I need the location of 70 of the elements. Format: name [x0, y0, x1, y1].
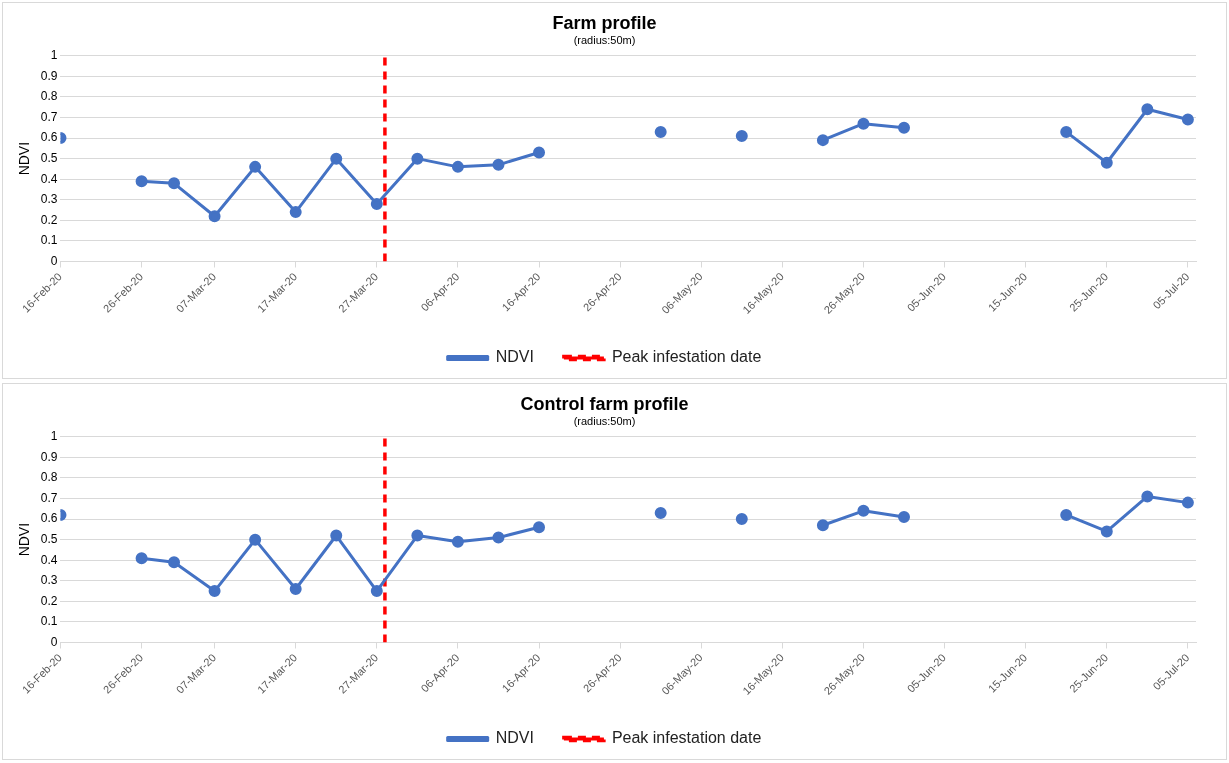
point [492, 158, 505, 171]
y-axis-title: NDVI [16, 522, 33, 557]
point [370, 197, 383, 210]
y-tick-label: 0.3 [40, 573, 58, 588]
point [451, 535, 464, 548]
y-tick-label: 0.2 [40, 212, 58, 227]
point [654, 506, 667, 519]
point [1181, 496, 1194, 509]
point [208, 210, 221, 223]
y-tick-label: 0.9 [40, 449, 58, 464]
point [816, 519, 829, 532]
point [654, 125, 667, 138]
legend-label: NDVI [495, 729, 534, 747]
point [249, 533, 262, 546]
y-tick-label: 0.5 [40, 150, 58, 165]
chart-subtitle: (radius:50m) [573, 34, 636, 47]
y-tick-label: 0.9 [40, 68, 58, 83]
point [168, 556, 181, 569]
point [857, 504, 870, 517]
y-tick-label: 0.8 [40, 470, 58, 485]
chart-subtitle: (radius:50m) [573, 415, 636, 428]
point [249, 160, 262, 173]
y-tick-label: 0.5 [40, 531, 58, 546]
y-tick-label: 0.6 [40, 511, 58, 526]
y-tick-label: 0.6 [40, 130, 58, 145]
y-tick-label: 1 [50, 48, 58, 63]
point [533, 146, 546, 159]
y-tick-label: 0 [50, 253, 58, 268]
point [330, 529, 343, 542]
chart-title: Control farm profile [520, 393, 689, 414]
point [898, 121, 911, 134]
point [330, 152, 343, 165]
y-axis-title: NDVI [16, 141, 33, 176]
point [492, 531, 505, 544]
y-tick-label: 0.8 [40, 89, 58, 104]
point [411, 529, 424, 542]
y-tick-label: 0.7 [40, 109, 58, 124]
point [370, 585, 383, 598]
y-tick-label: 0.2 [40, 593, 58, 608]
point [1100, 525, 1113, 538]
point [1181, 113, 1194, 126]
point [1100, 156, 1113, 169]
chart-title: Farm profile [552, 12, 657, 33]
y-tick-label: 1 [50, 429, 58, 444]
point [816, 134, 829, 147]
point [533, 521, 546, 534]
y-tick-label: 0.1 [40, 233, 58, 248]
point [1141, 490, 1154, 503]
point [898, 511, 911, 524]
legend-label: Peak infestation date [611, 348, 762, 366]
y-tick-label: 0.4 [40, 552, 58, 567]
point [735, 130, 748, 143]
y-tick-label: 0 [50, 634, 58, 649]
point [857, 117, 870, 130]
y-tick-label: 0.3 [40, 192, 58, 207]
point [1141, 103, 1154, 116]
y-tick-label: 0.4 [40, 171, 58, 186]
point [289, 583, 302, 596]
point [411, 152, 424, 165]
point [1060, 508, 1073, 521]
y-tick-label: 0.7 [40, 490, 58, 505]
point [289, 206, 302, 219]
point [451, 160, 464, 173]
legend-label: Peak infestation date [611, 729, 762, 747]
point [208, 585, 221, 598]
point [1060, 125, 1073, 138]
point [168, 177, 181, 190]
y-tick-label: 0.1 [40, 614, 58, 629]
point [735, 513, 748, 526]
legend-label: NDVI [495, 348, 534, 366]
